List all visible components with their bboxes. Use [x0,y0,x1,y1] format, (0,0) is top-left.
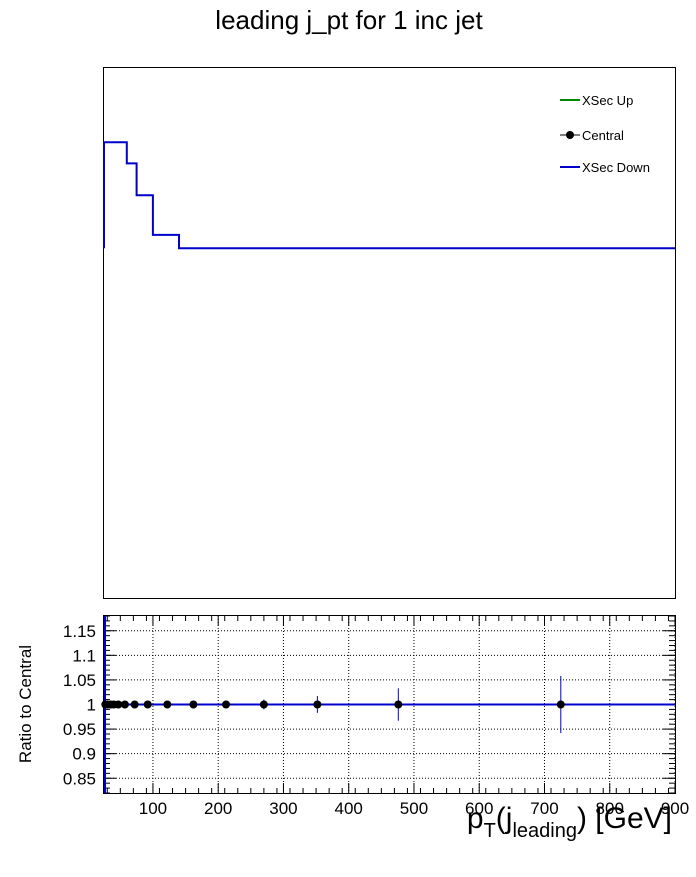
ratio-xtick-label: 400 [335,799,363,818]
top-series-layer [103,141,675,250]
x-axis-label-mid: (j [496,802,513,835]
legend-marker-central [566,131,574,139]
ratio-point [143,700,152,709]
legend-entry-xsec-down: XSec Down [560,160,650,175]
legend-label-xsec-down: XSec Down [582,160,650,175]
ratio-ytick-label: 1 [87,696,96,715]
x-axis-label-p: p [467,802,484,835]
ratio-point [189,700,198,709]
x-axis-label-sub-t: T [484,820,496,842]
ratio-series-layer [101,616,675,793]
ratio-point [556,700,565,709]
ratio-xtick-label: 900 [661,799,689,818]
ratio-xtick-label: 200 [204,799,232,818]
ratio-point [130,700,139,709]
legend-label-central: Central [582,128,624,143]
top-plot-frame [103,67,676,599]
ratio-point [222,700,231,709]
ratio-point [259,700,268,709]
legend: XSec Up Central XSec Down [560,93,650,175]
legend-entry-central: Central [560,128,624,143]
legend-entry-xsec-up: XSec Up [560,93,633,108]
x-axis-label-sub-leading: leading [512,820,577,842]
ratio-point [120,700,129,709]
x-axis-label: pT(jleading) [GeV] [467,802,672,842]
legend-label-xsec-up: XSec Up [582,93,633,108]
ratio-xtick-label: 500 [400,799,428,818]
chart-title: leading j_pt for 1 inc jet [215,5,483,35]
ratio-point [114,700,123,709]
ratio-y-axis-label: Ratio to Central [16,645,35,763]
x-axis-label-end: ) [GeV] [577,802,672,835]
series-line-xsec-down [103,141,675,250]
ratio-xtick-label: 700 [530,799,558,818]
ratio-xtick-label: 800 [596,799,624,818]
ratio-xtick-label: 300 [269,799,297,818]
ratio-xtick-label: 600 [465,799,493,818]
ratio-ytick-label: 0.85 [63,769,96,788]
ratio-point [394,700,403,709]
ratio-ytick-label: 0.95 [63,720,96,739]
ratio-point [163,700,172,709]
ratio-xtick-label: 100 [139,799,167,818]
ratio-ytick-label: 1.05 [63,671,96,690]
ratio-ytick-label: 1.1 [72,646,96,665]
ratio-ytick-label: 0.9 [72,745,96,764]
ratio-ytick-label: 1.15 [63,622,96,641]
ratio-point [313,700,322,709]
ratio-ticks: 0.85 0.9 0.95 1 1.05 1.1 1.15 100 200 300 400 500 60… [63,615,689,818]
